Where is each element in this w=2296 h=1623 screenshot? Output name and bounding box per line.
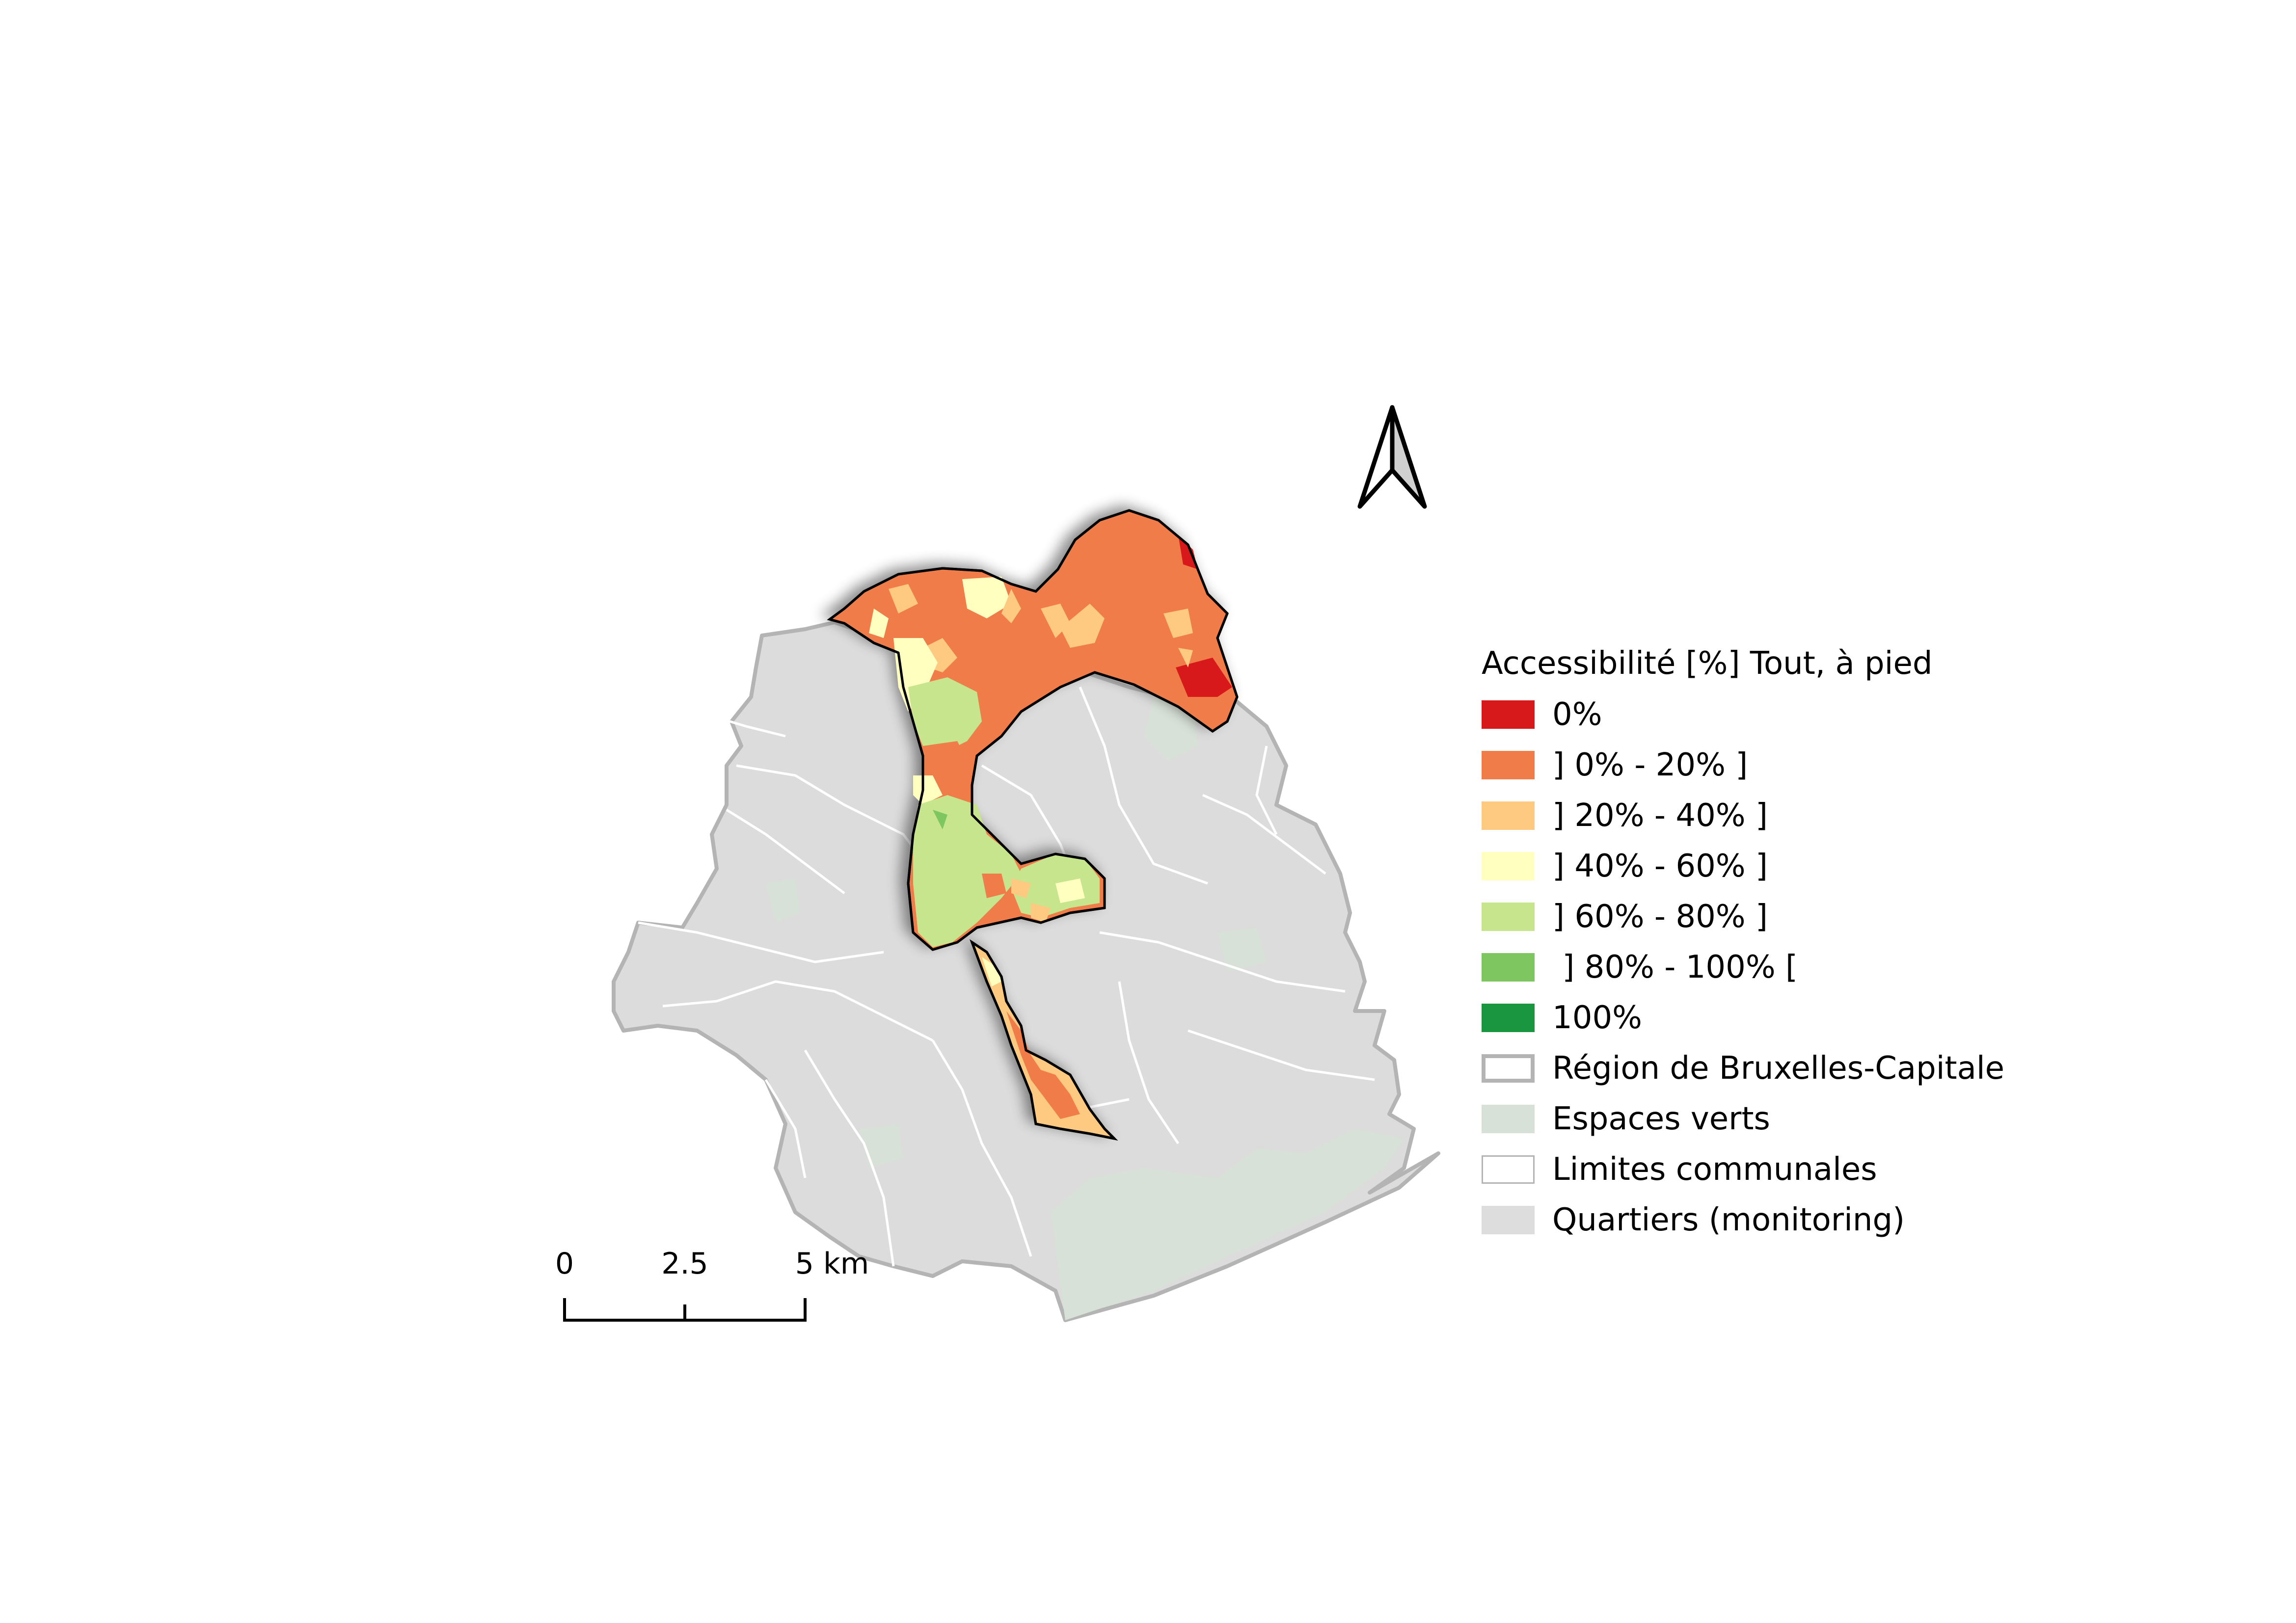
legend-swatch <box>1482 953 1535 982</box>
legend-label: Limites communales <box>1552 1151 1877 1188</box>
legend-label: 100% <box>1552 1000 1642 1036</box>
legend-item: ] 20% - 40% ] <box>1482 790 2004 841</box>
legend-swatch <box>1482 751 1535 779</box>
legend-swatch <box>1482 903 1535 931</box>
legend-swatch <box>1482 1155 1535 1184</box>
legend-label: ] 80% - 100% [ <box>1552 949 1798 985</box>
legend-title: Accessibilité [%] Tout, à pied <box>1482 648 2004 689</box>
legend-label: Quartiers (monitoring) <box>1552 1202 1905 1238</box>
legend-label: ] 20% - 40% ] <box>1552 798 1768 834</box>
legend-item: Limites communales <box>1482 1144 2004 1195</box>
legend-label: 0% <box>1552 696 1602 733</box>
legend-swatch <box>1482 1054 1535 1083</box>
map-legend: Accessibilité [%] Tout, à pied 0% ] 0% - … <box>1482 648 2004 1245</box>
scale-label-0: 0 <box>555 1247 574 1281</box>
legend-label: Espaces verts <box>1552 1101 1770 1137</box>
legend-item: ] 60% - 80% ] <box>1482 891 2004 942</box>
legend-item: Espaces verts <box>1482 1093 2004 1144</box>
legend-item: ] 0% - 20% ] <box>1482 740 2004 790</box>
legend-swatch <box>1482 1105 1535 1133</box>
legend-swatch <box>1482 1206 1535 1234</box>
legend-swatch <box>1482 852 1535 880</box>
legend-swatch <box>1482 700 1535 729</box>
scale-label-end: 5 km <box>795 1247 869 1281</box>
region-brussels-capital <box>614 622 1438 1320</box>
legend-items: 0% ] 0% - 20% ] ] 20% - 40% ] ] 40% - 60% ]… <box>1482 689 2004 1245</box>
legend-item: Région de Bruxelles-Capitale <box>1482 1043 2004 1093</box>
legend-item: Quartiers (monitoring) <box>1482 1195 2004 1245</box>
legend-item: ] 80% - 100% [ <box>1482 942 2004 992</box>
legend-item: 100% <box>1482 992 2004 1043</box>
legend-label: ] 60% - 80% ] <box>1552 899 1768 935</box>
legend-item: 0% <box>1482 689 2004 740</box>
north-arrow-icon <box>1360 407 1425 506</box>
legend-label: ] 0% - 20% ] <box>1552 747 1748 783</box>
legend-label: Région de Bruxelles-Capitale <box>1552 1050 2004 1087</box>
scale-bar <box>565 1298 805 1322</box>
legend-item: ] 40% - 60% ] <box>1482 841 2004 891</box>
legend-label: ] 40% - 60% ] <box>1552 848 1768 884</box>
legend-swatch <box>1482 801 1535 830</box>
scale-label-mid: 2.5 <box>661 1247 708 1281</box>
legend-swatch <box>1482 1004 1535 1032</box>
